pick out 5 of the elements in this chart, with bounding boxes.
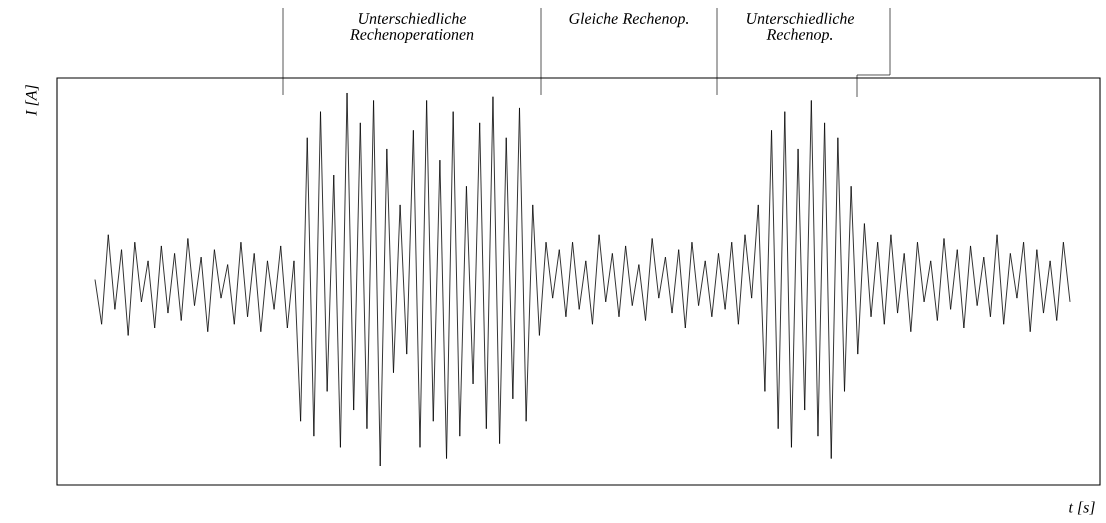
x-axis-title: t [s] <box>1069 501 1095 515</box>
y-axis-title: I [A] <box>25 85 39 116</box>
text: Gleiche Rechenop. <box>569 12 688 28</box>
text: Unterschiedliche Rechenoperationen <box>349 12 474 44</box>
text: Unterschiedliche Rechenop. <box>747 12 855 44</box>
